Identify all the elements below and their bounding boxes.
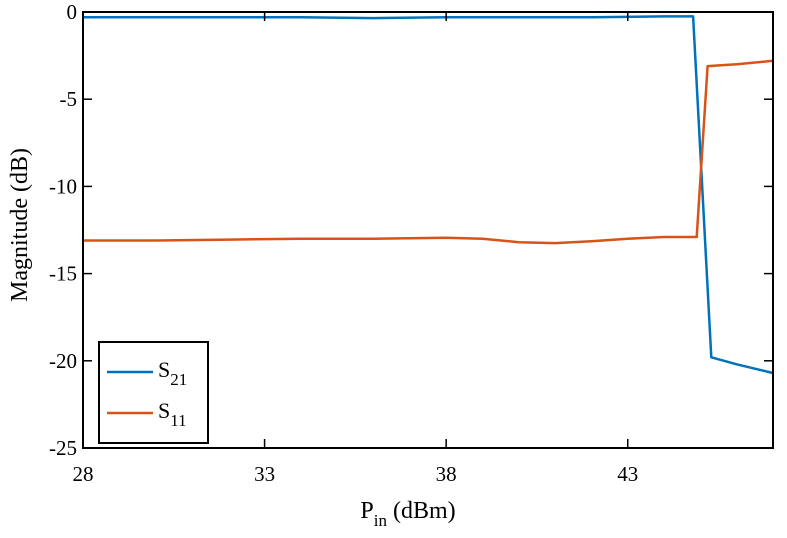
x-axis-title: Pin (dBm) <box>360 498 455 530</box>
legend-box <box>98 341 209 444</box>
legend: S21 S11 <box>98 341 209 444</box>
x-tick-label: 28 <box>73 462 94 486</box>
legend-label-s11: S11 <box>158 398 187 430</box>
y-tick-label: -20 <box>49 349 77 373</box>
y-axis-title: Magnitude (dB) <box>7 148 33 302</box>
y-tick-label: 0 <box>67 0 78 24</box>
plot-frame <box>82 11 774 449</box>
x-axis-title-unit: (dBm) <box>393 498 456 524</box>
x-axis-title-sub: in <box>374 511 388 530</box>
y-tick-label: -25 <box>49 436 77 460</box>
y-tick-label: -5 <box>60 87 78 111</box>
x-axis-title-main: P <box>360 498 373 524</box>
series-line-s21 <box>83 15 774 375</box>
x-tick-label: 38 <box>436 462 457 486</box>
y-tick-label: -10 <box>49 174 77 198</box>
series-line-s11 <box>83 59 774 245</box>
x-axis: 28 33 38 43 <box>73 12 638 486</box>
legend-label-s21: S21 <box>158 357 187 389</box>
plot-area <box>82 11 774 449</box>
x-tick-label: 43 <box>617 462 638 486</box>
y-tick-label: -15 <box>49 262 77 286</box>
x-tick-label: 33 <box>254 462 275 486</box>
y-axis: 0 -5 -10 -15 -20 -25 <box>49 0 773 460</box>
